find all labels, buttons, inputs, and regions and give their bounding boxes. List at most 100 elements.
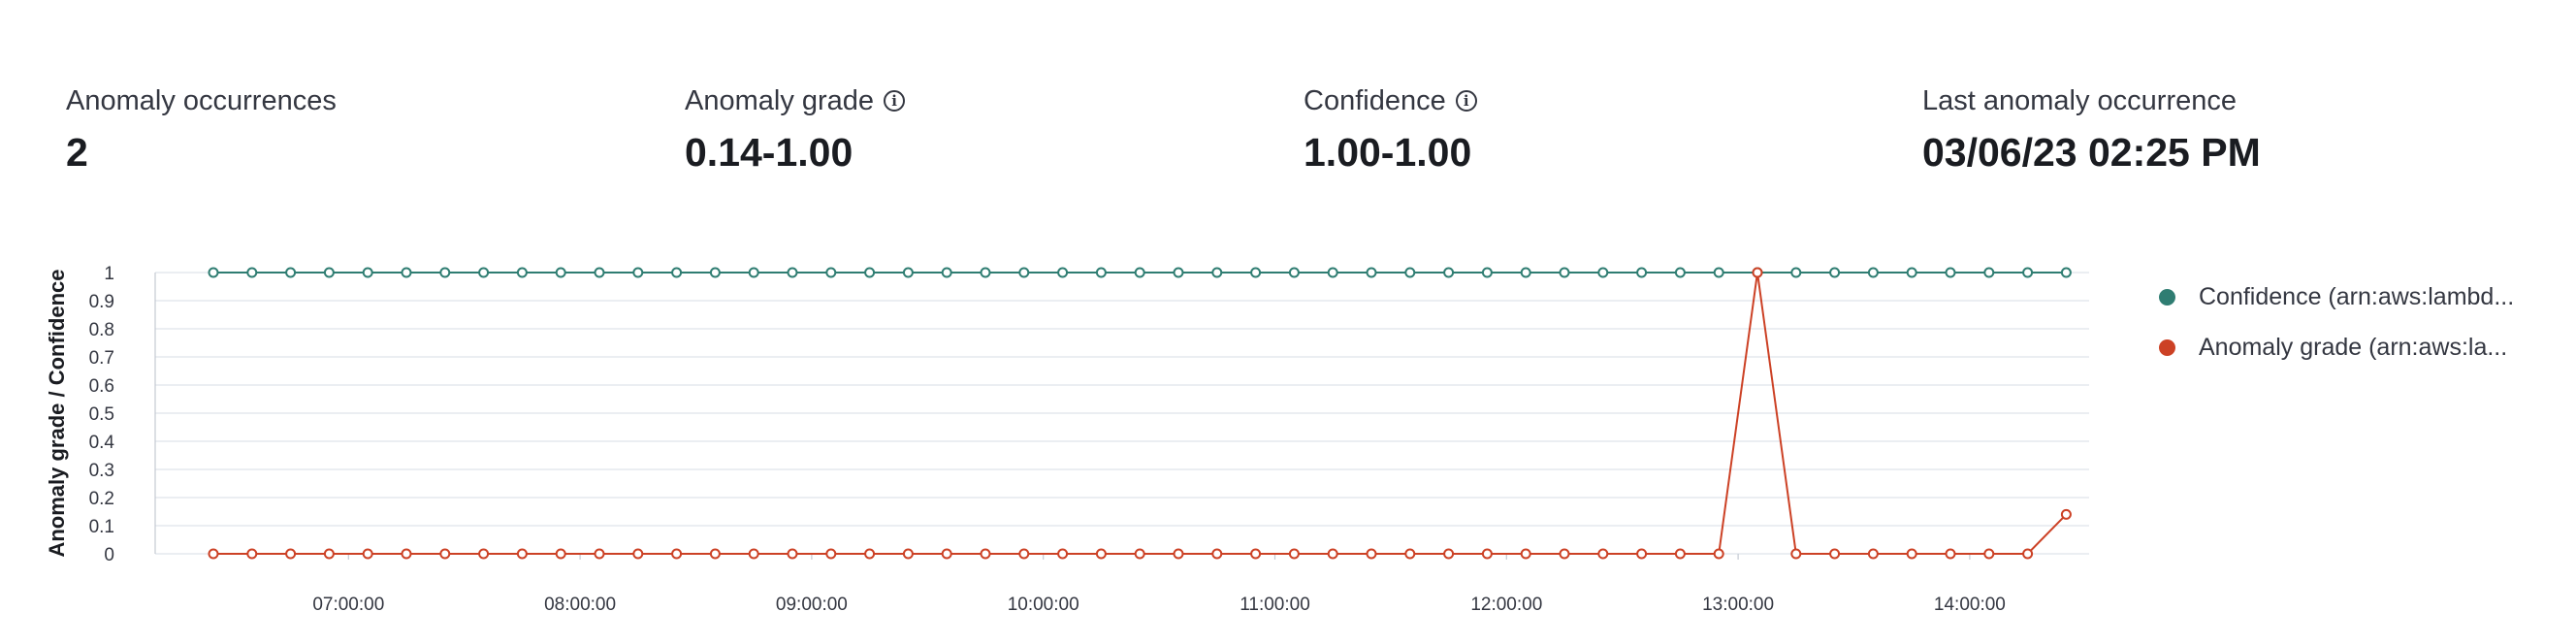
data-point[interactable]	[555, 548, 566, 560]
data-point[interactable]	[1250, 548, 1262, 560]
data-point[interactable]	[1366, 267, 1377, 278]
data-point[interactable]	[2022, 548, 2034, 560]
data-point[interactable]	[208, 267, 219, 278]
data-point[interactable]	[1945, 548, 1956, 560]
data-point[interactable]	[864, 548, 876, 560]
data-point[interactable]	[902, 267, 914, 278]
data-point[interactable]	[1134, 548, 1145, 560]
data-point[interactable]	[1481, 548, 1493, 560]
data-point[interactable]	[1713, 548, 1724, 560]
data-point[interactable]	[1057, 548, 1069, 560]
data-point[interactable]	[1443, 267, 1455, 278]
data-point[interactable]	[1867, 548, 1879, 560]
data-point[interactable]	[787, 548, 798, 560]
data-point[interactable]	[1288, 267, 1300, 278]
data-point[interactable]	[1636, 267, 1648, 278]
data-point[interactable]	[1983, 548, 1995, 560]
data-point[interactable]	[709, 267, 721, 278]
data-point[interactable]	[1520, 548, 1531, 560]
data-point[interactable]	[208, 548, 219, 560]
data-point[interactable]	[246, 548, 258, 560]
data-point[interactable]	[362, 548, 373, 560]
data-point[interactable]	[1134, 267, 1145, 278]
data-point[interactable]	[671, 267, 683, 278]
data-point[interactable]	[1597, 548, 1609, 560]
data-point[interactable]	[246, 267, 258, 278]
data-point[interactable]	[285, 548, 297, 560]
data-point[interactable]	[285, 267, 297, 278]
data-point[interactable]	[478, 267, 490, 278]
data-point[interactable]	[1636, 548, 1648, 560]
data-point[interactable]	[1597, 267, 1609, 278]
data-point[interactable]	[1559, 548, 1570, 560]
data-point[interactable]	[1404, 548, 1416, 560]
data-point[interactable]	[864, 267, 876, 278]
legend-item-confidence[interactable]: Confidence (arn:aws:lambd...	[2159, 272, 2514, 322]
info-icon[interactable]: i	[1455, 90, 1477, 112]
data-point[interactable]	[748, 267, 759, 278]
data-point[interactable]	[401, 548, 412, 560]
data-point[interactable]	[1790, 267, 1802, 278]
data-point[interactable]	[1520, 267, 1531, 278]
data-point[interactable]	[439, 267, 451, 278]
data-point[interactable]	[1173, 267, 1184, 278]
data-point[interactable]	[1327, 267, 1338, 278]
data-point[interactable]	[323, 267, 335, 278]
data-point[interactable]	[902, 548, 914, 560]
data-point[interactable]	[1674, 267, 1686, 278]
data-point[interactable]	[1906, 548, 1917, 560]
data-point[interactable]	[1327, 548, 1338, 560]
data-point[interactable]	[1829, 548, 1841, 560]
data-point[interactable]	[825, 267, 837, 278]
data-point[interactable]	[323, 548, 335, 560]
data-point[interactable]	[439, 548, 451, 560]
data-point[interactable]	[1404, 267, 1416, 278]
data-point[interactable]	[1559, 267, 1570, 278]
data-point[interactable]	[1173, 548, 1184, 560]
data-point[interactable]	[1288, 548, 1300, 560]
data-point[interactable]	[1211, 267, 1223, 278]
data-point[interactable]	[516, 267, 528, 278]
data-point[interactable]	[1829, 267, 1841, 278]
legend-item-anomaly-grade[interactable]: Anomaly grade (arn:aws:la...	[2159, 322, 2514, 372]
data-point[interactable]	[362, 267, 373, 278]
data-point[interactable]	[1790, 548, 1802, 560]
data-point[interactable]	[1095, 548, 1107, 560]
data-point[interactable]	[632, 548, 644, 560]
data-point[interactable]	[1674, 548, 1686, 560]
data-point[interactable]	[516, 548, 528, 560]
data-point[interactable]	[2060, 508, 2072, 520]
data-point[interactable]	[632, 267, 644, 278]
data-point[interactable]	[1713, 267, 1724, 278]
data-point[interactable]	[1983, 267, 1995, 278]
data-point[interactable]	[1443, 548, 1455, 560]
data-point[interactable]	[825, 548, 837, 560]
data-point[interactable]	[2060, 267, 2072, 278]
data-point[interactable]	[980, 548, 991, 560]
data-point[interactable]	[941, 548, 952, 560]
data-point[interactable]	[555, 267, 566, 278]
data-point[interactable]	[1945, 267, 1956, 278]
data-point[interactable]	[1018, 548, 1030, 560]
info-icon[interactable]: i	[884, 90, 906, 112]
data-point[interactable]	[941, 267, 952, 278]
data-point[interactable]	[594, 548, 605, 560]
data-point[interactable]	[1057, 267, 1069, 278]
data-point[interactable]	[594, 267, 605, 278]
data-point[interactable]	[671, 548, 683, 560]
data-point[interactable]	[980, 267, 991, 278]
data-point[interactable]	[1018, 267, 1030, 278]
data-point[interactable]	[1867, 267, 1879, 278]
data-point[interactable]	[1906, 267, 1917, 278]
data-point[interactable]	[401, 267, 412, 278]
data-point[interactable]	[1211, 548, 1223, 560]
data-point[interactable]	[1095, 267, 1107, 278]
data-point[interactable]	[787, 267, 798, 278]
data-point[interactable]	[2022, 267, 2034, 278]
data-point[interactable]	[1481, 267, 1493, 278]
data-point[interactable]	[1250, 267, 1262, 278]
data-point[interactable]	[1752, 267, 1763, 278]
data-point[interactable]	[1366, 548, 1377, 560]
data-point[interactable]	[709, 548, 721, 560]
data-point[interactable]	[748, 548, 759, 560]
